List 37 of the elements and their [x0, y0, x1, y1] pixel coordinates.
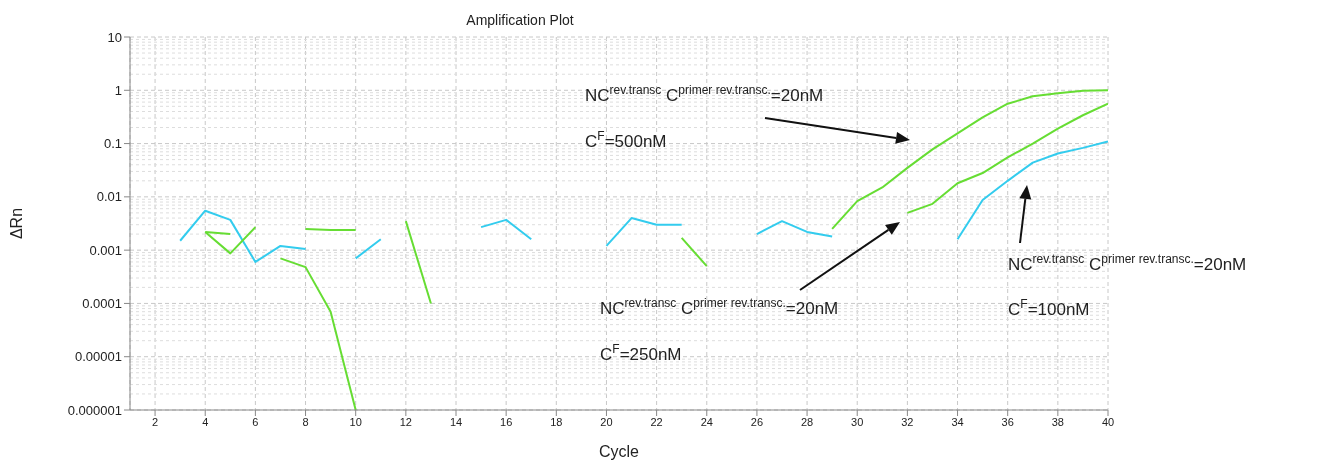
x-tick-label: 14: [449, 415, 463, 428]
x-tick-label: 40: [1101, 415, 1115, 428]
annotation: NC$^{rev.transc}$ C$^{primer rev.transc.}$=20nM: [600, 296, 839, 318]
annotation: NC$^{rev.transc}$ C$^{primer rev.transc.}$=20nM: [1008, 252, 1247, 274]
x-tick-label: 24: [700, 415, 713, 428]
x-tick-label: 34: [951, 415, 964, 428]
x-tick-label: 22: [650, 415, 663, 428]
x-tick-label: 2: [152, 415, 159, 428]
y-tick-label: 0.00001: [75, 349, 122, 365]
y-tick-label: 0.0001: [82, 296, 122, 312]
y-tick-label: 10: [107, 29, 122, 45]
x-tick-label: 6: [252, 415, 259, 428]
y-tick-label: 0.01: [96, 189, 122, 205]
y-tick-label: 0.1: [103, 136, 122, 152]
annotation: C$^{F}$=250nM: [600, 342, 682, 364]
x-tick-label: 36: [1001, 415, 1014, 428]
y-tick-label: 0.001: [89, 242, 122, 258]
x-tick-label: 12: [399, 415, 412, 428]
chart-title: Amplification Plot: [465, 12, 575, 28]
x-tick-label: 32: [901, 415, 914, 428]
x-tick-label: 30: [851, 415, 864, 428]
annotation: C$^{F}$=500nM: [585, 129, 667, 151]
annotation: NC$^{rev.transc}$ C$^{primer rev.transc.}$=20nM: [585, 83, 824, 105]
x-tick-label: 16: [500, 415, 513, 428]
y-axis-title: ΔRn: [7, 207, 25, 240]
x-axis-title: Cycle: [598, 443, 640, 460]
annotation: C$^{F}$=100nM: [1008, 297, 1090, 319]
x-tick-label: 4: [202, 415, 209, 428]
x-tick-label: 10: [349, 415, 362, 428]
y-tick-label: 1: [114, 82, 122, 98]
x-tick-label: 8: [302, 415, 309, 428]
y-tick-label: 0.000001: [67, 402, 122, 418]
x-tick-label: 18: [550, 415, 563, 428]
x-tick-label: 28: [800, 415, 814, 428]
x-tick-label: 20: [600, 415, 613, 428]
x-tick-label: 38: [1051, 415, 1064, 428]
x-tick-label: 26: [750, 415, 764, 428]
